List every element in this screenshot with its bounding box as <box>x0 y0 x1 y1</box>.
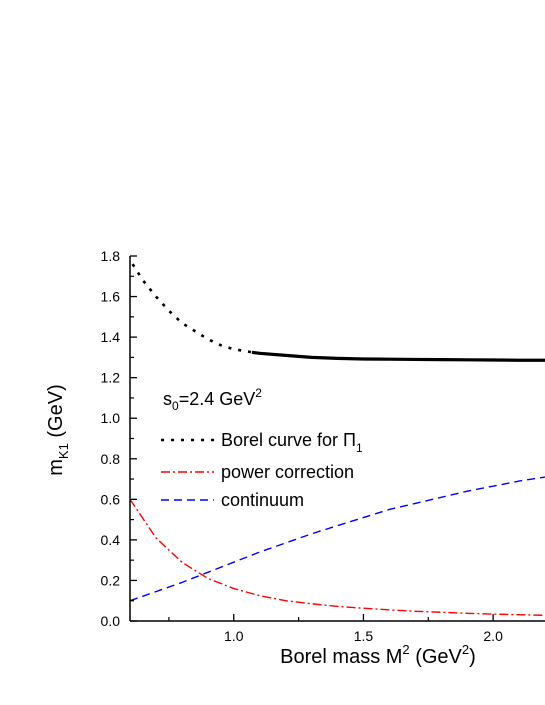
legend-borel-label: Borel curve for Π1 <box>221 430 363 455</box>
y-tick-label: 0.8 <box>101 451 121 467</box>
annotation-s0: s0=2.4 GeV2 <box>163 386 262 413</box>
legend: s0=2.4 GeV2 Borel curve for Π1 power corre… <box>161 386 363 510</box>
x-tick-label: 1.5 <box>354 628 374 644</box>
series-layer <box>129 263 545 617</box>
series-line-continuum <box>129 476 545 602</box>
legend-power-correction-label: power correction <box>221 462 354 482</box>
y-tick-label: 0.4 <box>101 532 121 548</box>
y-tick-label: 1.8 <box>101 248 121 264</box>
y-tick-label: 0.2 <box>101 572 121 588</box>
series-line-borel-dotted <box>131 263 253 354</box>
axis-titles: Borel mass M2 (GeV2) mK1 (GeV) <box>45 384 476 668</box>
x-tick-label: 1.0 <box>224 628 244 644</box>
y-tick-label: 0.6 <box>101 491 121 507</box>
y-tick-label: 1.4 <box>101 329 121 345</box>
y-tick-label: 1.0 <box>101 410 121 426</box>
x-axis-title: Borel mass M2 (GeV2) <box>280 642 476 668</box>
legend-continuum-label: continuum <box>221 490 304 510</box>
y-tick-label: 1.6 <box>101 289 121 305</box>
y-tick-label: 1.2 <box>101 370 121 386</box>
series-line-borel-solid <box>251 350 545 362</box>
x-tick-label: 2.0 <box>483 628 503 644</box>
series-line-power-correction <box>129 498 545 617</box>
y-axis-title: mK1 (GeV) <box>45 384 71 475</box>
axes: 0.0 0.2 0.4 0.6 0.8 1.0 1.2 1.4 1.6 1.8 1.0 1.5 2.0 <box>101 248 545 644</box>
y-tick-label: 0.0 <box>101 613 121 629</box>
